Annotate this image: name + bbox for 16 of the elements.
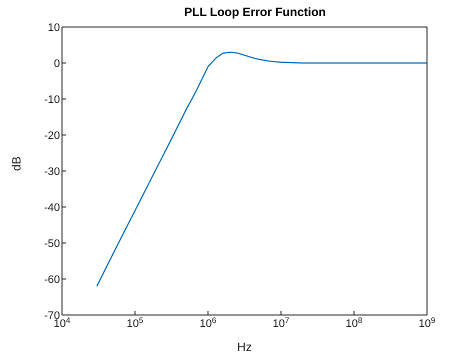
y-tick-label: -20 <box>44 130 60 142</box>
y-axis-title: dB <box>9 156 24 171</box>
x-tick-label: 10$^{9}$ <box>418 316 436 330</box>
y-tick-label: -50 <box>44 238 60 250</box>
x-tick-label: 10$^{7}$ <box>272 316 290 330</box>
x-tick-label: 10$^{8}$ <box>346 316 363 330</box>
x-tick-label: 10$^{5}$ <box>126 316 144 330</box>
y-tick-label: -10 <box>44 94 60 106</box>
y-tick-label: 10 <box>48 22 60 34</box>
y-tick-label: -40 <box>44 202 60 214</box>
chart-title: PLL Loop Error Function <box>183 5 327 19</box>
y-tick-label: -30 <box>44 166 60 178</box>
y-tick-label: 0 <box>54 58 60 70</box>
y-tick-label: -60 <box>44 274 60 286</box>
x-tick-label: 10$^{6}$ <box>200 316 217 330</box>
x-axis-title: Hz <box>237 340 252 354</box>
